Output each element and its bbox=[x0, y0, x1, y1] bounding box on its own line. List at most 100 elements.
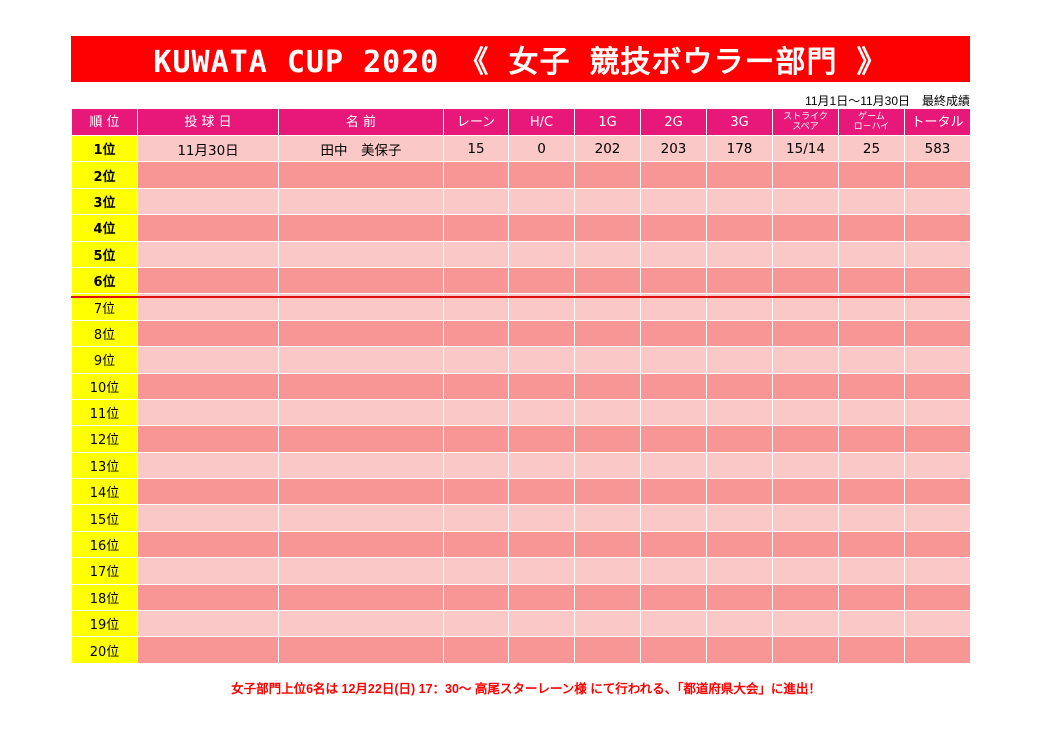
header-lane: レーン bbox=[443, 108, 509, 136]
cell-g2 bbox=[640, 346, 707, 374]
cell-strike bbox=[772, 319, 839, 348]
cell-rank: 13位 bbox=[71, 451, 138, 480]
cell-rank: 4位 bbox=[71, 214, 138, 242]
cell-g2 bbox=[640, 557, 707, 585]
cell-name bbox=[278, 478, 444, 506]
cell-lowhigh bbox=[838, 372, 905, 400]
header-strike-spare: ストライク スペア bbox=[772, 108, 839, 136]
cell-date bbox=[137, 214, 279, 242]
cell-rank: 16位 bbox=[71, 530, 138, 559]
cell-name bbox=[278, 187, 444, 216]
cell-rank: 12位 bbox=[71, 425, 138, 453]
cell-hc bbox=[508, 266, 575, 295]
cell-hc bbox=[508, 557, 575, 585]
table-row: 1位 11月30日 田中 美保子 15 0 202 203 178 15/14 25 583 bbox=[71, 134, 971, 163]
cell-g1 bbox=[574, 266, 641, 295]
table-row: 4位 bbox=[71, 214, 971, 242]
cell-g3 bbox=[706, 346, 773, 374]
cell-rank: 1位 bbox=[71, 134, 138, 163]
table-row: 14位 bbox=[71, 478, 971, 506]
cell-lane bbox=[443, 187, 509, 216]
cell-hc bbox=[508, 478, 575, 506]
cell-name bbox=[278, 346, 444, 374]
cell-lane bbox=[443, 557, 509, 585]
cell-strike bbox=[772, 583, 839, 612]
cell-lowhigh bbox=[838, 240, 905, 268]
cell-lane bbox=[443, 266, 509, 295]
cell-hc bbox=[508, 161, 575, 189]
cell-total bbox=[904, 319, 971, 348]
header-1g: 1G bbox=[574, 108, 641, 136]
header-lowhigh-line2: ロ－ハイ bbox=[853, 122, 890, 132]
cell-g1 bbox=[574, 240, 641, 268]
footer-note: 女子部門上位6名は 12月22日(日) 17：30〜 高尾スターレーン様 にて行… bbox=[231, 682, 821, 696]
cell-g1 bbox=[574, 187, 641, 216]
cell-lowhigh bbox=[838, 161, 905, 189]
table-row: 6位 bbox=[71, 266, 971, 295]
table-row: 10位 bbox=[71, 372, 971, 400]
cell-rank: 10位 bbox=[71, 372, 138, 400]
cell-date bbox=[137, 583, 279, 612]
cell-name bbox=[278, 504, 444, 532]
cell-rank: 3位 bbox=[71, 187, 138, 216]
cell-strike bbox=[772, 214, 839, 242]
cell-date: 11月30日 bbox=[137, 134, 279, 163]
cell-g2 bbox=[640, 610, 707, 638]
cell-g1 bbox=[574, 610, 641, 638]
cell-total bbox=[904, 372, 971, 400]
cell-g1 bbox=[574, 398, 641, 427]
cell-hc bbox=[508, 398, 575, 427]
cell-g3: 178 bbox=[706, 134, 773, 163]
cell-rank: 14位 bbox=[71, 478, 138, 506]
cell-lane bbox=[443, 161, 509, 189]
cell-date bbox=[137, 425, 279, 453]
cell-lowhigh bbox=[838, 398, 905, 427]
cell-g1 bbox=[574, 319, 641, 348]
cell-g2 bbox=[640, 504, 707, 532]
cell-g2 bbox=[640, 451, 707, 480]
cell-rank: 19位 bbox=[71, 610, 138, 638]
cell-date bbox=[137, 187, 279, 216]
table-row: 9位 bbox=[71, 346, 971, 374]
cell-date bbox=[137, 610, 279, 638]
cell-total bbox=[904, 425, 971, 453]
cell-hc bbox=[508, 372, 575, 400]
cell-g2 bbox=[640, 266, 707, 295]
cell-lowhigh bbox=[838, 557, 905, 585]
cell-g3 bbox=[706, 319, 773, 348]
header-3g: 3G bbox=[706, 108, 773, 136]
cell-total bbox=[904, 187, 971, 216]
header-strike-line1: ストライク bbox=[783, 112, 828, 122]
cell-strike bbox=[772, 187, 839, 216]
cell-total bbox=[904, 504, 971, 532]
cell-lowhigh bbox=[838, 451, 905, 480]
cell-date bbox=[137, 346, 279, 374]
cell-lowhigh bbox=[838, 187, 905, 216]
cell-hc bbox=[508, 530, 575, 559]
cell-name: 田中 美保子 bbox=[278, 134, 444, 163]
cell-strike: 15/14 bbox=[772, 134, 839, 163]
cell-lane: 15 bbox=[443, 134, 509, 163]
cell-strike bbox=[772, 636, 839, 664]
cell-g1 bbox=[574, 636, 641, 664]
header-hc: H/C bbox=[508, 108, 575, 136]
cell-lowhigh bbox=[838, 266, 905, 295]
header-2g: 2G bbox=[640, 108, 707, 136]
cell-g3 bbox=[706, 187, 773, 216]
cell-name bbox=[278, 372, 444, 400]
header-row: 順 位 投 球 日 名 前 レーン H/C 1G 2G 3G ストライク スペア… bbox=[71, 108, 971, 136]
header-name: 名 前 bbox=[278, 108, 444, 136]
cell-g2 bbox=[640, 478, 707, 506]
cell-strike bbox=[772, 530, 839, 559]
cell-hc bbox=[508, 636, 575, 664]
cell-g2 bbox=[640, 240, 707, 268]
cell-rank: 5位 bbox=[71, 240, 138, 268]
cell-g1: 202 bbox=[574, 134, 641, 163]
cell-hc bbox=[508, 504, 575, 532]
cell-lowhigh bbox=[838, 583, 905, 612]
cell-rank: 20位 bbox=[71, 636, 138, 664]
cell-hc bbox=[508, 451, 575, 480]
cell-date bbox=[137, 557, 279, 585]
cell-strike bbox=[772, 557, 839, 585]
cell-strike bbox=[772, 610, 839, 638]
